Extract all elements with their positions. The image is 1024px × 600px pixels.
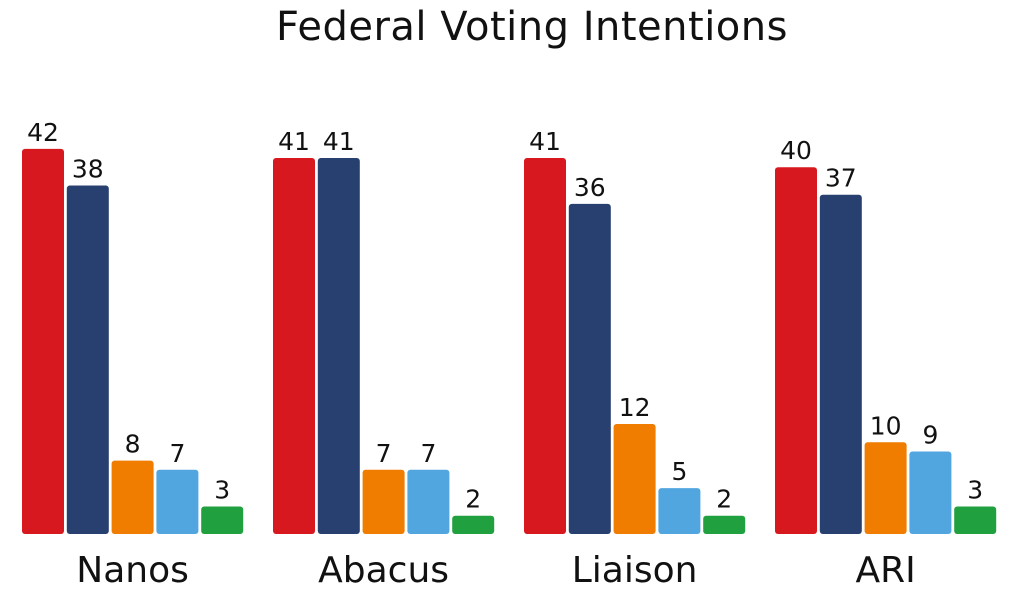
bar-liaison-series-1 [524,158,566,534]
bar-ari-series-2 [819,194,862,534]
bar-nanos-series-2 [66,185,109,534]
value-label-ari-series-4: 9 [922,421,938,450]
value-label-nanos-series-3: 8 [125,430,141,459]
bars-layer [22,148,997,534]
value-label-nanos-series-2: 38 [72,155,104,184]
bar-abacus-series-4 [407,469,450,534]
bar-ari-series-5 [954,506,997,534]
bar-abacus-series-5 [452,515,495,534]
value-label-nanos-series-4: 7 [169,439,185,468]
categories-layer: Nanos Abacus Liaison ARI [76,550,915,591]
value-label-liaison-series-5: 2 [716,485,732,514]
value-label-liaison-series-3: 12 [619,393,651,422]
category-label-ari: ARI [855,550,915,591]
category-label-liaison: Liaison [572,550,698,591]
bar-ari-series-1 [775,167,817,534]
value-label-abacus-series-4: 7 [420,439,436,468]
value-label-ari-series-1: 40 [780,136,812,165]
bar-ari-series-4 [909,451,952,534]
value-label-liaison-series-2: 36 [574,173,606,202]
bar-nanos-series-1 [22,148,64,534]
value-label-liaison-series-1: 41 [529,127,561,156]
bar-nanos-series-3 [111,460,154,534]
value-label-abacus-series-1: 41 [278,127,310,156]
value-label-abacus-series-3: 7 [376,439,392,468]
value-label-ari-series-2: 37 [825,164,857,193]
category-label-abacus: Abacus [318,550,449,591]
bar-abacus-series-1 [273,158,315,534]
bar-nanos-series-5 [201,506,244,534]
category-label-nanos: Nanos [76,550,189,591]
bar-abacus-series-2 [317,158,360,534]
bar-abacus-series-3 [362,469,405,534]
bar-nanos-series-4 [156,469,199,534]
value-label-nanos-series-1: 42 [27,118,59,147]
value-label-ari-series-5: 3 [967,476,983,505]
bar-liaison-series-3 [613,424,656,534]
value-label-abacus-series-2: 41 [323,127,355,156]
bar-liaison-series-5 [703,515,746,534]
bar-liaison-series-4 [658,488,701,534]
bar-ari-series-3 [864,442,907,534]
value-label-nanos-series-5: 3 [214,476,230,505]
value-label-ari-series-3: 10 [870,411,902,440]
value-label-abacus-series-5: 2 [465,485,481,514]
chart-title: Federal Voting Intentions [276,4,788,50]
value-label-liaison-series-4: 5 [671,457,687,486]
bar-liaison-series-2 [568,203,611,534]
